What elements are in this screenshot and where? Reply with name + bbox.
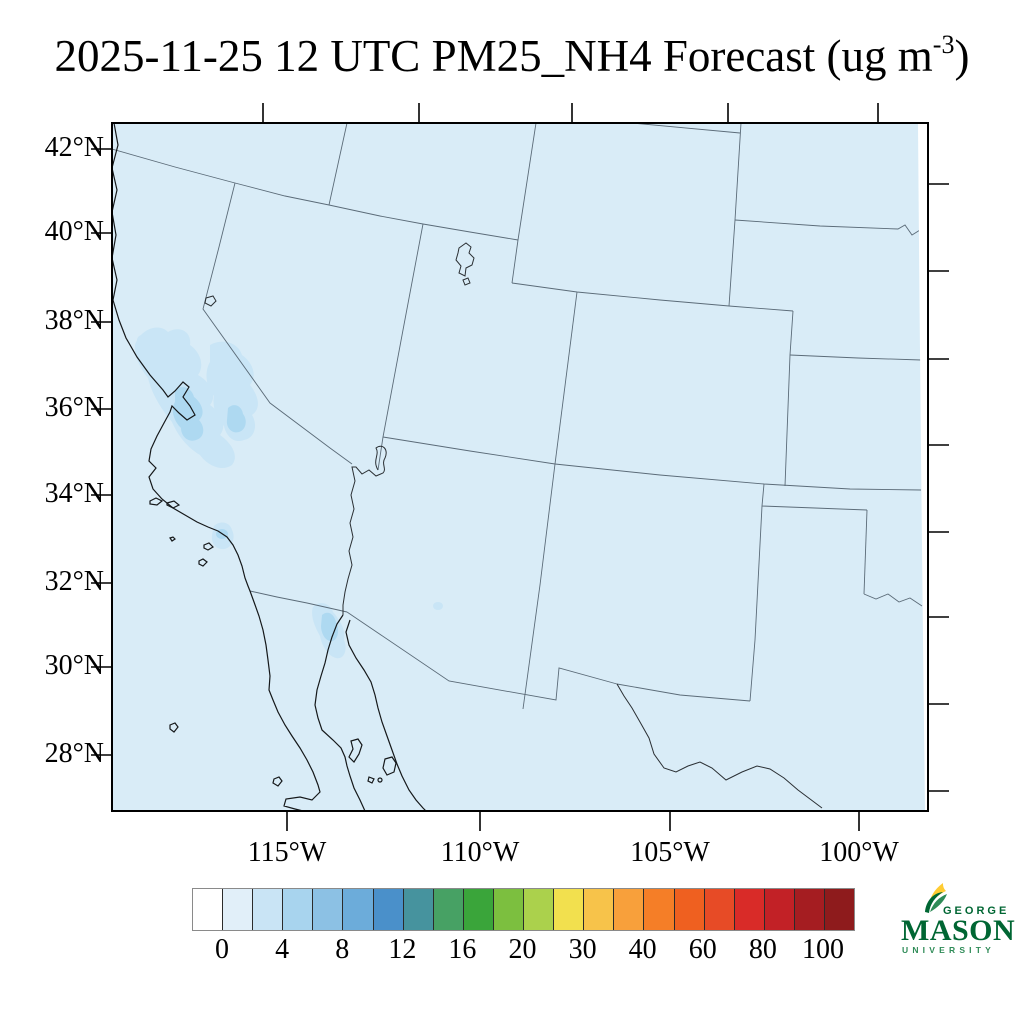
colorbar-cell — [763, 889, 794, 930]
gmu-flame-icon — [925, 883, 947, 913]
coastline — [112, 123, 427, 811]
colorbar-cell — [703, 889, 734, 930]
page-title: 2025-11-25 12 UTC PM25_NH4 Forecast (ug … — [0, 30, 1024, 82]
river-borders — [204, 242, 823, 809]
lat-tick-label: 30°N — [44, 650, 104, 681]
colorbar-tick-label: 100 — [801, 934, 844, 965]
colorbar-cell — [193, 889, 223, 930]
colorbar-cell — [252, 889, 283, 930]
colorbar-tick-label: 40 — [628, 934, 657, 965]
lat-tick-label: 36°N — [44, 392, 104, 423]
map-background — [112, 123, 928, 811]
lat-tick-label: 38°N — [44, 305, 104, 336]
colorbar-cell — [673, 889, 704, 930]
colorbar-tick-label: 80 — [748, 934, 777, 965]
lat-tick-label: 34°N — [44, 478, 104, 509]
lat-tick-label: 28°N — [44, 738, 104, 769]
lat-tick-label: 32°N — [44, 566, 104, 597]
colorbar-cell — [342, 889, 373, 930]
colorbar-cell — [402, 889, 433, 930]
colorbar-cell — [462, 889, 493, 930]
lat-tick-label: 42°N — [44, 132, 104, 163]
colorbar-tick-label: 30 — [568, 934, 597, 965]
colorbar — [192, 888, 855, 931]
george-mason-logo: GEORGE MASON UNIVERSITY — [899, 883, 1021, 960]
colorbar-cell — [613, 889, 644, 930]
title-suffix: ) — [954, 31, 970, 81]
colorbar-cell — [372, 889, 403, 930]
pm-patches-dark — [172, 387, 339, 642]
colorbar-cell — [643, 889, 674, 930]
title-text: 2025-11-25 12 UTC PM25_NH4 Forecast (ug … — [54, 31, 933, 81]
lon-tick-label: 100°W — [819, 837, 899, 868]
state-borders — [112, 123, 923, 710]
map-frame — [111, 122, 929, 812]
gmu-logo-mason: MASON — [901, 914, 1016, 947]
colorbar-cell — [492, 889, 524, 930]
colorbar-cell — [282, 889, 313, 930]
colorbar-tick-label: 12 — [388, 934, 417, 965]
lon-tick-label: 105°W — [630, 837, 710, 868]
lon-tick-label: 110°W — [440, 837, 520, 868]
colorbar-cell — [432, 889, 463, 930]
colorbar-tick-label: 16 — [448, 934, 477, 965]
colorbar-cell — [733, 889, 764, 930]
gmu-logo-university: UNIVERSITY — [902, 945, 996, 955]
colorbar-cell — [523, 889, 554, 930]
colorbar-cell — [553, 889, 584, 930]
colorbar-cell — [222, 889, 253, 930]
gmu-logo-george: GEORGE — [943, 905, 1010, 917]
colorbar-cell — [312, 889, 343, 930]
colorbar-tick-label: 0 — [215, 934, 230, 965]
axis-ticks — [91, 103, 949, 831]
colorbar-tick-label: 8 — [335, 934, 350, 965]
lon-tick-label: 115°W — [247, 837, 327, 868]
colorbar-cell — [583, 889, 614, 930]
domain-edge-strip — [918, 123, 928, 811]
colorbar-tick-label: 60 — [688, 934, 717, 965]
colorbar-tick-label: 4 — [275, 934, 290, 965]
colorbar-cell — [823, 889, 855, 930]
lat-tick-label: 40°N — [44, 216, 104, 247]
colorbar-tick-label: 20 — [508, 934, 537, 965]
colorbar-cell — [793, 889, 824, 930]
title-superscript: -3 — [932, 30, 955, 59]
